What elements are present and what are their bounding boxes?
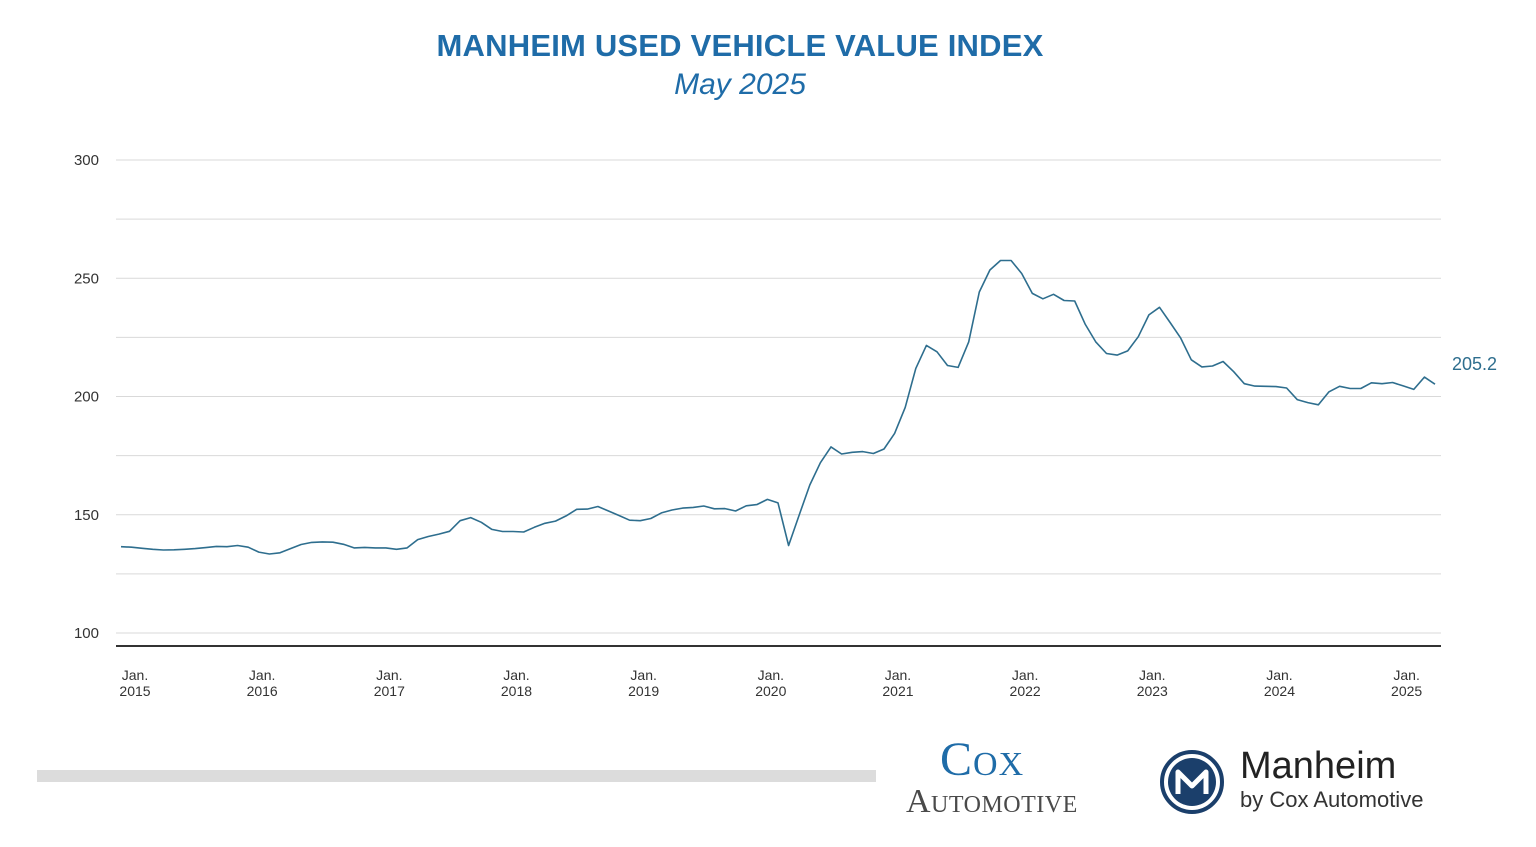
y-tick-label: 200: [74, 389, 99, 406]
x-tick-label: Jan.: [1139, 667, 1165, 683]
x-tick-label: 2015: [119, 683, 150, 699]
x-tick-label: Jan.: [1393, 667, 1419, 683]
x-tick-label: 2022: [1010, 683, 1041, 699]
x-tick-label: Jan.: [758, 667, 784, 683]
x-tick-label: Jan.: [249, 667, 275, 683]
x-tick-label: Jan.: [630, 667, 656, 683]
x-tick-label: Jan.: [122, 667, 148, 683]
manheim-m-icon: [1160, 750, 1224, 814]
x-tick-label: 2023: [1137, 683, 1168, 699]
y-tick-label: 100: [74, 625, 99, 642]
cox-logo-line2: Automotive: [906, 783, 1078, 820]
cox-automotive-logo: Cox Automotive: [906, 733, 1078, 822]
footer-divider-bar: [37, 770, 876, 782]
cox-logo-line1: Cox: [940, 733, 1025, 786]
x-tick-label: 2025: [1391, 683, 1422, 699]
x-tick-label: Jan.: [885, 667, 911, 683]
x-tick-label: 2024: [1264, 683, 1295, 699]
chart-title: MANHEIM USED VEHICLE VALUE INDEX: [436, 28, 1044, 63]
x-tick-label: 2018: [501, 683, 532, 699]
x-tick-label: Jan.: [376, 667, 402, 683]
x-tick-label: Jan.: [1012, 667, 1038, 683]
x-tick-label: Jan.: [503, 667, 529, 683]
x-tick-label: Jan.: [1266, 667, 1292, 683]
manheim-tagline: by Cox Automotive: [1240, 787, 1424, 812]
x-tick-label: 2016: [247, 683, 278, 699]
manheim-name: Manheim: [1240, 745, 1397, 787]
chart-subtitle: May 2025: [674, 68, 806, 101]
x-tick-label: 2021: [882, 683, 913, 699]
y-tick-label: 300: [74, 152, 99, 169]
x-tick-label: 2017: [374, 683, 405, 699]
y-tick-label: 150: [74, 507, 99, 524]
end-value-label: 205.2: [1452, 354, 1497, 374]
y-tick-label: 250: [74, 270, 99, 287]
manheim-logo-text: Manheim by Cox Automotive: [1240, 745, 1423, 813]
x-tick-label: 2019: [628, 683, 659, 699]
x-tick-label: 2020: [755, 683, 786, 699]
line-chart: 100150200250300Jan.2015Jan.2016Jan.2017J…: [74, 152, 1497, 699]
index-series-line: [120, 259, 1436, 555]
